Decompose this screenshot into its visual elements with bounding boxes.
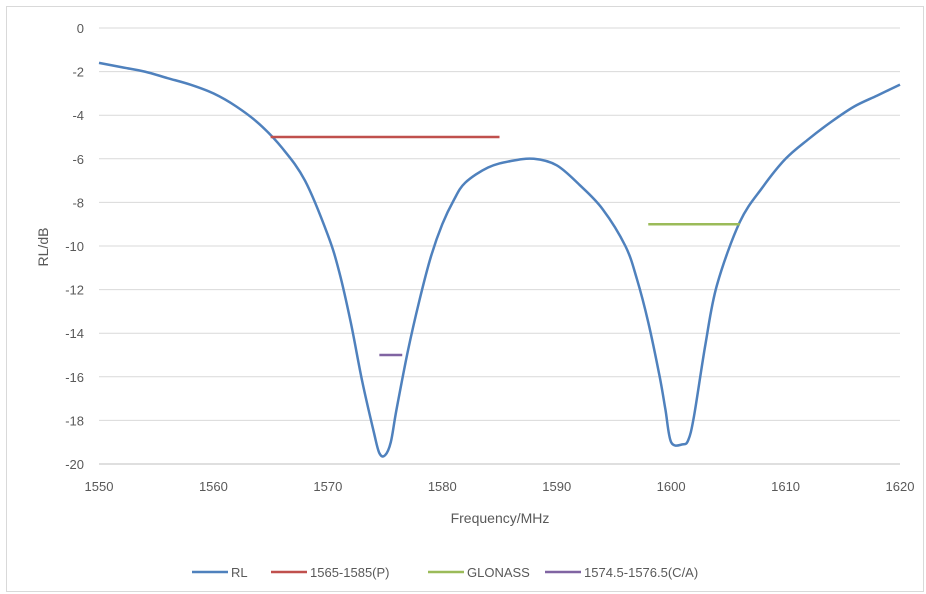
- y-tick-label: -14: [65, 326, 84, 341]
- x-tick-label: 1560: [199, 479, 228, 494]
- legend-label: RL: [231, 565, 248, 580]
- chart-frame: [6, 6, 924, 592]
- y-tick-label: -8: [72, 195, 84, 210]
- y-tick-label: -18: [65, 413, 84, 428]
- x-axis-title: Frequency/MHz: [451, 510, 550, 526]
- series-lines: [98, 61, 901, 458]
- y-tick-label: 0: [77, 21, 84, 36]
- gridlines: [99, 27, 900, 465]
- legend-label: 1574.5-1576.5(C/A): [584, 565, 698, 580]
- legend: RL 1565-1585(P) GLONASS 1574.5-1576.5(C/A): [192, 565, 698, 580]
- x-tick-label: 1580: [428, 479, 457, 494]
- legend-label: GLONASS: [467, 565, 530, 580]
- y-axis-title: RL/dB: [35, 228, 51, 267]
- y-tick-label: -20: [65, 457, 84, 472]
- y-tick-labels: 0 -2 -4 -6 -8 -10 -12 -14 -16 -18 -20: [65, 21, 84, 472]
- y-tick-label: -10: [65, 239, 84, 254]
- x-tick-label: 1610: [771, 479, 800, 494]
- x-tick-label: 1550: [85, 479, 114, 494]
- x-tick-label: 1620: [886, 479, 915, 494]
- y-tick-label: -16: [65, 370, 84, 385]
- y-tick-label: -4: [72, 108, 84, 123]
- y-tick-label: -12: [65, 283, 84, 298]
- y-tick-label: -6: [72, 152, 84, 167]
- x-tick-label: 1600: [657, 479, 686, 494]
- series-line-0: [98, 61, 901, 458]
- x-tick-labels: 1550 1560 1570 1580 1590 1600 1610 1620: [85, 479, 915, 494]
- x-tick-label: 1590: [542, 479, 571, 494]
- y-tick-label: -2: [72, 65, 84, 80]
- legend-label: 1565-1585(P): [310, 565, 390, 580]
- x-tick-label: 1570: [313, 479, 342, 494]
